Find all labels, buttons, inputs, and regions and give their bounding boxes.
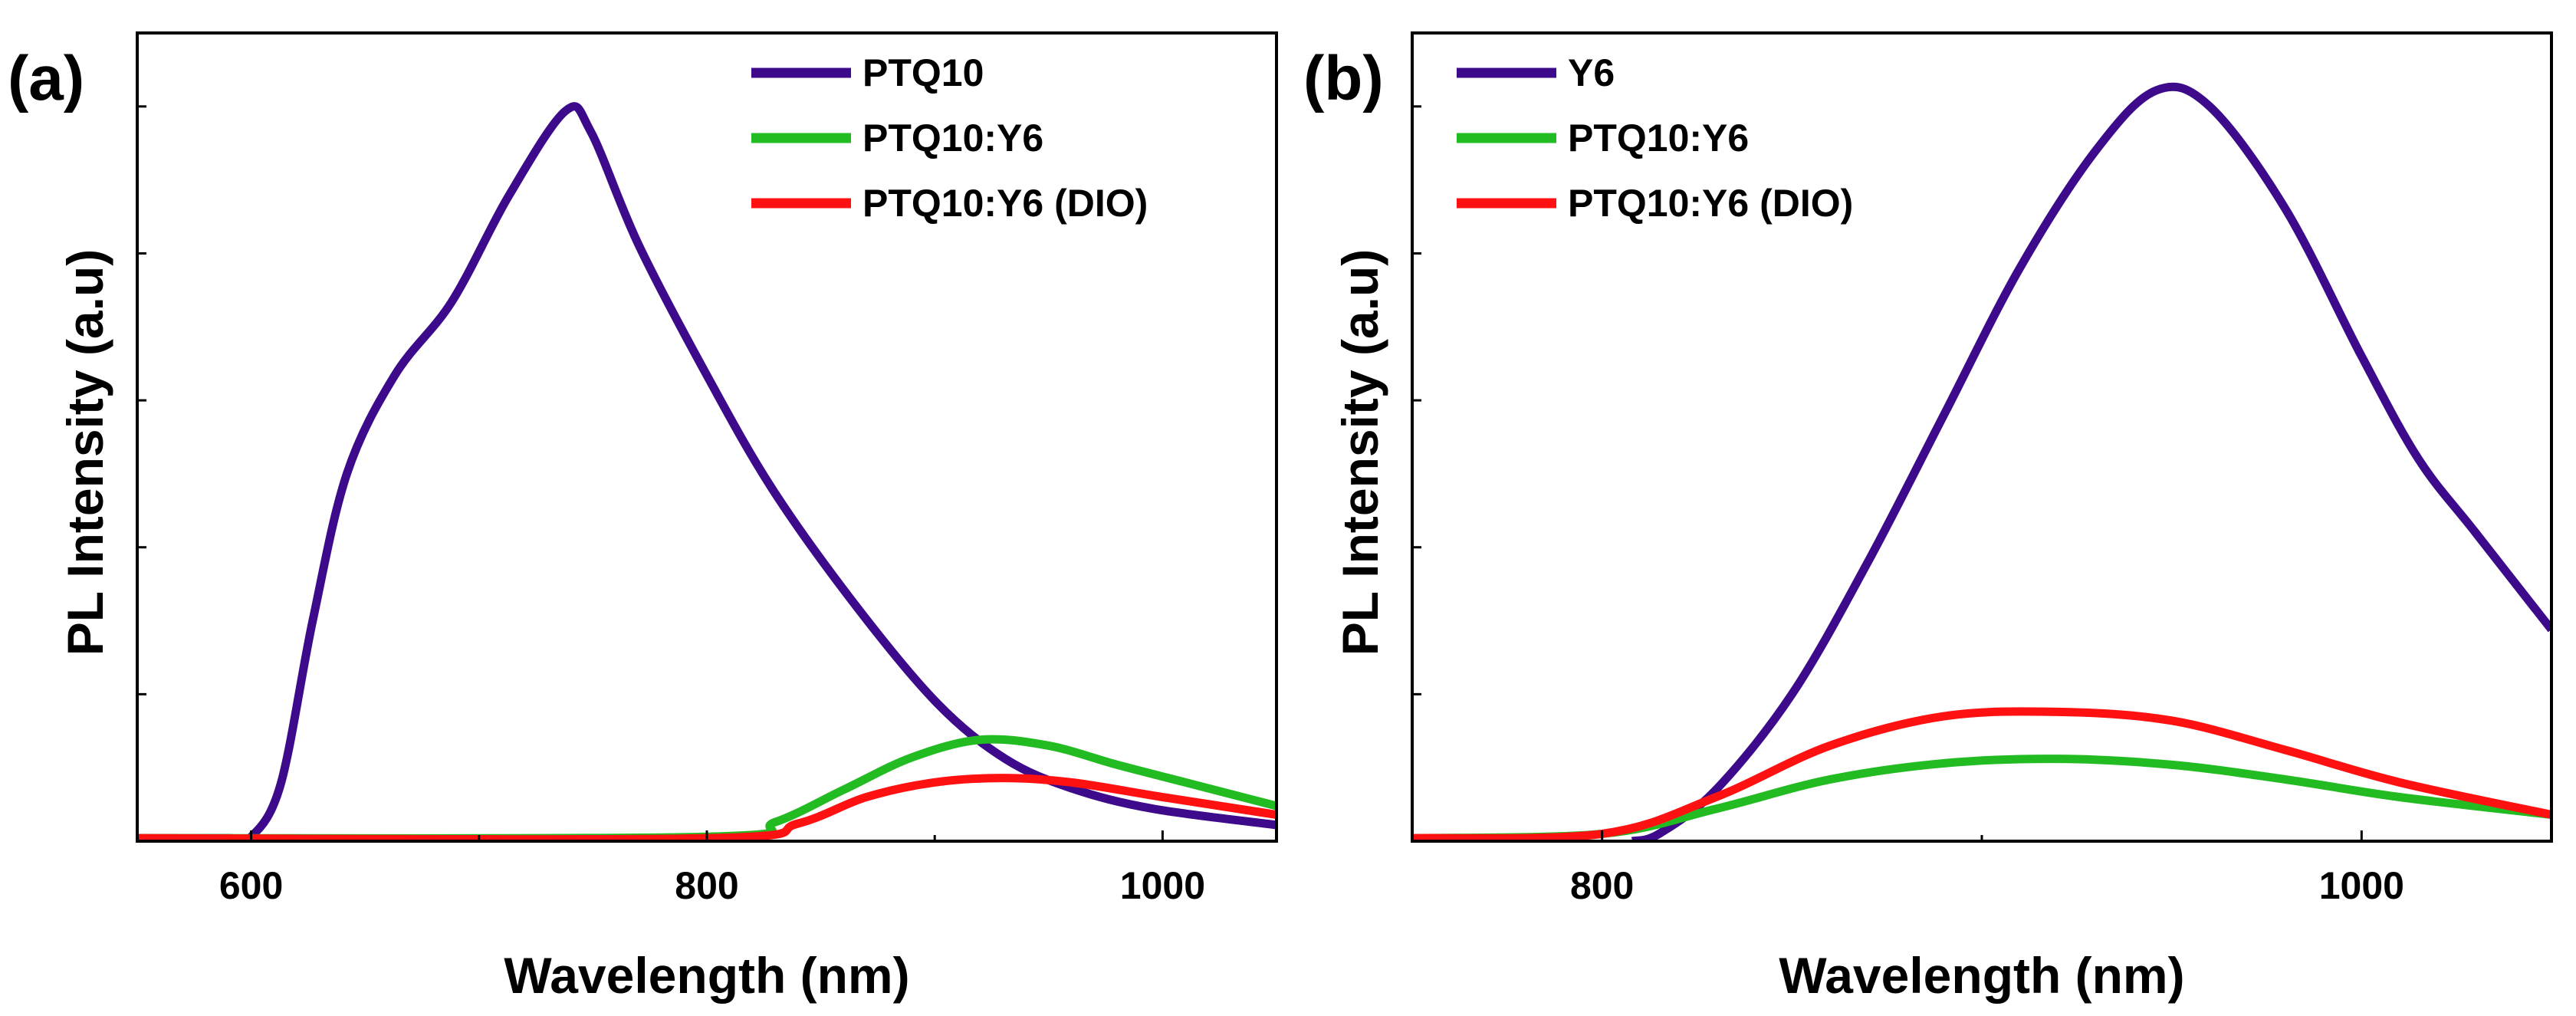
x-tick-label: 600 [219, 864, 283, 907]
x-axis-label: Wavelength (nm) [1779, 947, 2184, 1004]
series-line-ptq10-y6-dio- [137, 774, 1276, 841]
x-tick-label: 1000 [1120, 864, 1205, 907]
legend-label: PTQ10:Y6 (DIO) [863, 182, 1148, 225]
panel-b: 800 1000 Wavelength (nm) PL Intensity (a.u)… [1303, 31, 2553, 1004]
series-line-y6 [1631, 82, 2551, 841]
legend-label: PTQ10:Y6 [1568, 117, 1749, 159]
x-tick-label: 1000 [2319, 864, 2404, 907]
x-tick-label: 800 [1570, 864, 1634, 907]
panel-label: (a) [8, 44, 84, 113]
series-line-ptq10-y6-dio- [1412, 707, 2551, 841]
y-axis-label: PL Intensity (a.u) [1332, 249, 1388, 656]
series-line-ptq10-y6 [1412, 755, 2551, 841]
y-axis-label: PL Intensity (a.u) [57, 249, 113, 656]
x-axis-label: Wavelength (nm) [504, 947, 909, 1004]
plot-frame [136, 31, 1278, 843]
legend-label: Y6 [1568, 51, 1615, 94]
panel-label: (b) [1303, 44, 1384, 113]
x-tick-label: 800 [675, 864, 738, 907]
legend-label: PTQ10 [863, 51, 984, 94]
legend-label: PTQ10:Y6 (DIO) [1568, 182, 1853, 225]
panel-a: 600 800 1000 Wavelength (nm) PL Intensity (a… [8, 31, 1278, 1004]
legend-label: PTQ10:Y6 [863, 117, 1043, 159]
